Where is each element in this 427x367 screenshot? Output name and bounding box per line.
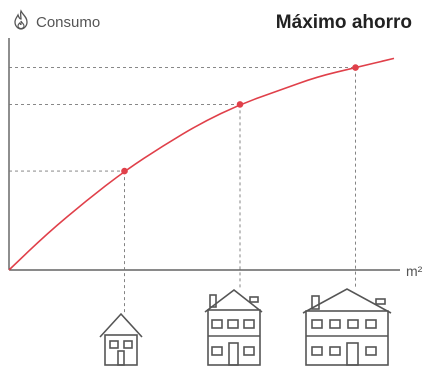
large-two-storey-house-icon	[302, 288, 392, 366]
data-point-1	[121, 167, 128, 175]
data-points	[121, 64, 359, 175]
two-storey-house-icon	[204, 288, 263, 366]
data-point-3	[352, 64, 359, 71]
x-axis-label: m²	[406, 263, 423, 279]
house-icons	[99, 288, 392, 366]
data-point-2	[236, 101, 244, 108]
chart-title: Máximo ahorro	[276, 12, 412, 33]
y-axis-label: Consumo	[36, 14, 100, 31]
consumption-curve	[8, 57, 395, 271]
single-storey-house-icon	[99, 312, 143, 366]
flame-icon	[14, 9, 28, 30]
guide-lines	[9, 67, 356, 314]
